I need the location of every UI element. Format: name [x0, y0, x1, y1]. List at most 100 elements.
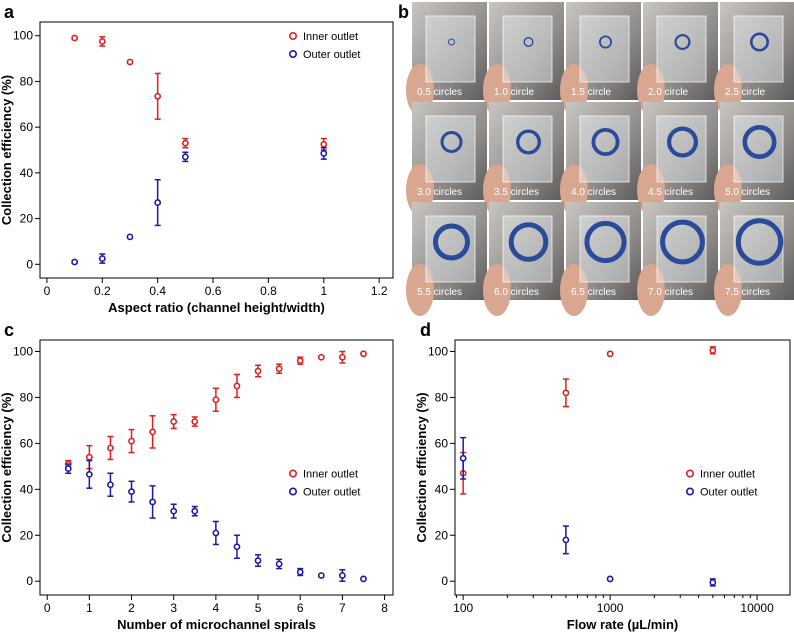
x-tick-label: 0 — [44, 284, 51, 298]
legend-marker — [685, 487, 694, 496]
x-tick-label: 6 — [297, 601, 304, 615]
photo-label: 4.5 circles — [648, 187, 693, 198]
y-tick-label: 60 — [20, 120, 34, 134]
x-tick-label: 0.8 — [260, 284, 277, 298]
x-tick-label: 7 — [339, 601, 346, 615]
legend-label: Inner outlet — [700, 469, 755, 481]
point — [212, 529, 220, 537]
photo-label: 2.0 circle — [648, 87, 688, 98]
photo-label: 4.0 circles — [571, 187, 616, 198]
y-tick-label: 40 — [20, 482, 34, 496]
photo-label: 7.0 circles — [648, 287, 693, 298]
point — [709, 578, 717, 586]
photo-label: 1.5 circle — [571, 87, 611, 98]
spiral — [440, 131, 463, 153]
legend-label: Outer outlet — [303, 49, 360, 61]
point — [181, 153, 189, 161]
legend-marker — [288, 487, 297, 496]
spiral — [584, 220, 627, 264]
legend-label: Outer outlet — [700, 487, 757, 499]
panel-letter: a — [4, 2, 15, 22]
spiral — [508, 222, 549, 262]
x-tick-label: 0.4 — [149, 284, 166, 298]
point — [320, 140, 328, 148]
x-axis-label: Aspect ratio (channel height/width) — [108, 300, 325, 315]
y-tick-label: 20 — [20, 528, 34, 542]
x-tick-label: 1 — [86, 601, 93, 615]
point — [154, 199, 162, 206]
y-tick-label: 0 — [26, 574, 33, 588]
finger — [483, 264, 511, 316]
x-tick-label: 1000 — [597, 601, 624, 615]
x-tick-label: 10000 — [740, 601, 774, 615]
x-tick-label: 5 — [255, 601, 262, 615]
y-tick-label: 60 — [435, 436, 449, 450]
y-tick-label: 80 — [20, 390, 34, 404]
point — [275, 365, 283, 373]
y-tick-label: 40 — [20, 166, 34, 180]
point — [317, 572, 325, 579]
point — [338, 572, 346, 579]
plot-frame — [39, 339, 394, 596]
point — [126, 58, 134, 66]
spiral — [666, 126, 698, 158]
point — [191, 507, 199, 515]
point — [709, 346, 717, 354]
spiral — [742, 125, 777, 160]
spiral — [433, 223, 470, 261]
spiral — [591, 127, 620, 156]
point — [107, 444, 114, 452]
point — [181, 139, 189, 147]
legend-label: Outer outlet — [303, 487, 360, 499]
x-tick-label: 0.6 — [205, 284, 222, 298]
x-tick-label: 8 — [381, 601, 388, 615]
legend-label: Inner outlet — [303, 469, 358, 481]
point — [98, 38, 106, 45]
point — [233, 543, 241, 551]
point — [233, 382, 241, 390]
photo-label: 3.5 circles — [494, 187, 539, 198]
photo-label: 6.5 circles — [571, 287, 616, 298]
chip — [656, 115, 707, 183]
photo-label: 3.0 circles — [417, 187, 462, 198]
point — [606, 350, 614, 358]
y-tick-label: 20 — [435, 528, 449, 542]
point — [320, 150, 328, 157]
spiral — [749, 32, 769, 52]
spiral — [735, 218, 784, 266]
point — [149, 498, 157, 506]
y-tick-label: 20 — [20, 212, 34, 226]
chip — [579, 15, 630, 83]
photo-label: 0.5 circles — [417, 87, 462, 98]
plot-frame — [454, 339, 791, 596]
panel-letter: c — [4, 320, 14, 340]
y-tick-label: 0 — [26, 257, 33, 271]
point — [154, 92, 162, 100]
x-axis-label: Number of microchannel spirals — [117, 617, 316, 632]
point — [296, 357, 304, 365]
point — [296, 568, 304, 576]
point — [107, 481, 114, 489]
y-tick-label: 80 — [435, 390, 449, 404]
finger — [406, 264, 434, 316]
chip — [502, 115, 553, 183]
photo-label: 6.0 circles — [494, 287, 539, 298]
finger — [637, 264, 665, 316]
point — [562, 389, 570, 397]
spiral — [674, 33, 691, 50]
y-tick-label: 0 — [441, 574, 448, 588]
photo-label: 7.5 circles — [725, 287, 770, 298]
y-tick-label: 40 — [435, 482, 449, 496]
point — [191, 418, 199, 425]
y-tick-label: 100 — [13, 29, 33, 43]
finger — [714, 264, 742, 316]
photo-label: 5.0 circles — [725, 187, 770, 198]
point — [317, 353, 325, 361]
point — [85, 453, 93, 461]
point — [149, 428, 157, 436]
y-tick-label: 100 — [13, 344, 33, 358]
point — [128, 488, 135, 496]
point — [126, 233, 134, 241]
x-axis-label: Flow rate (µL/min) — [567, 617, 679, 632]
point — [64, 465, 72, 473]
